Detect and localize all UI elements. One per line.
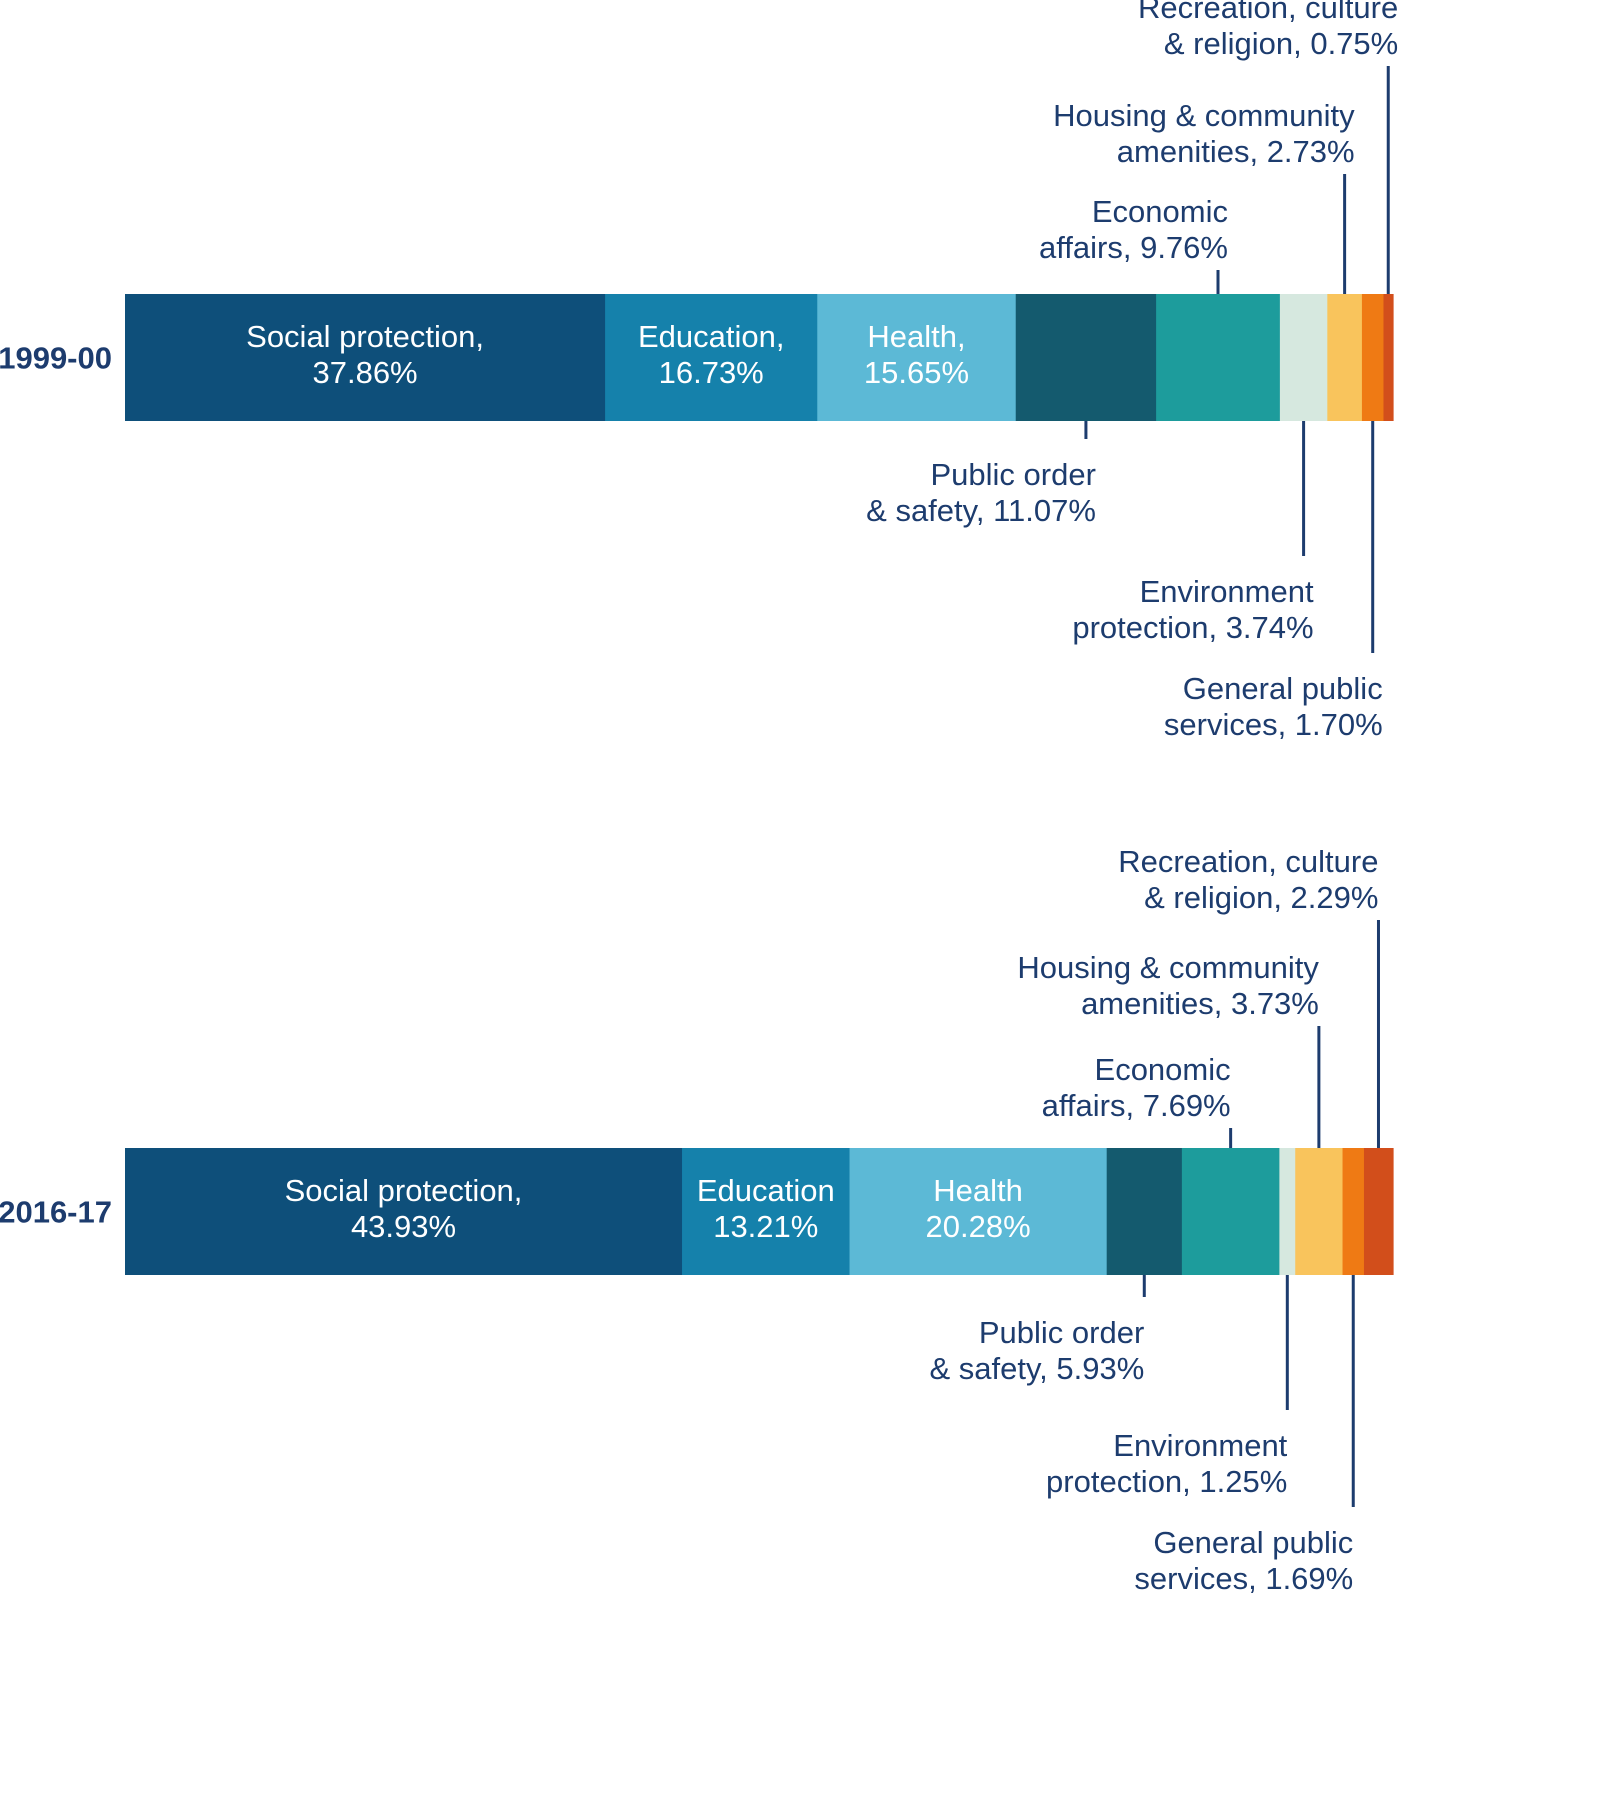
- category-label: 1999-00: [0, 341, 112, 376]
- segment-label: Health 20.28%: [926, 1173, 1031, 1244]
- bar-segment-public-order-and-safety: [1106, 1148, 1183, 1275]
- segment-label: Economic affairs, 7.69%: [1042, 1052, 1231, 1123]
- segment-label: Education 13.21%: [697, 1173, 835, 1244]
- segment-label: General public services, 1.70%: [1164, 671, 1383, 742]
- bar-segment-recreation-culture-and-religion: [1363, 1148, 1394, 1275]
- segment-label: Health, 15.65%: [864, 319, 969, 390]
- segment-label: Public order & safety, 11.07%: [866, 457, 1096, 528]
- bar-segment-economic-affairs: [1156, 294, 1281, 421]
- segment-label: Recreation, culture & religion, 2.29%: [1118, 844, 1378, 915]
- bar-segment-recreation-culture-and-religion: [1383, 294, 1394, 421]
- bar-segment-public-order-and-safety: [1015, 294, 1157, 421]
- segment-label: Social protection, 37.86%: [246, 319, 484, 390]
- bar-group-1999-00: 1999-00 Social protection, 37.86% Education…: [0, 0, 1398, 742]
- bar-segment-environment-protection: [1279, 294, 1328, 421]
- bar-segment-social-protection: [125, 1148, 683, 1275]
- segment-label: Economic affairs, 9.76%: [1039, 194, 1228, 265]
- bar-segment-education: [682, 1148, 851, 1275]
- segment-label: Public order & safety, 5.93%: [929, 1315, 1144, 1386]
- segment-label: Social protection, 43.93%: [285, 1173, 523, 1244]
- segment-label: Environment protection, 1.25%: [1046, 1428, 1288, 1499]
- bar-group-2016-17: 2016-17 Social protection, 43.93% Education…: [0, 844, 1394, 1596]
- bar-segment-health: [817, 294, 1017, 421]
- segment-label: General public services, 1.69%: [1134, 1525, 1353, 1596]
- bar-segment-education: [605, 294, 818, 421]
- bar-segment-health: [849, 1148, 1108, 1275]
- bar-segment-economic-affairs: [1181, 1148, 1280, 1275]
- segment-label: Recreation, culture & religion, 0.75%: [1138, 0, 1398, 61]
- bar-segment-environment-protection: [1279, 1148, 1296, 1275]
- bar-segment-general-public-services: [1342, 1148, 1365, 1275]
- bar-segment-housing-and-community-amenities: [1295, 1148, 1344, 1275]
- segment-label: Housing & community amenities, 2.73%: [1053, 98, 1355, 169]
- bar-segment-general-public-services: [1361, 294, 1385, 421]
- bar-segment-housing-and-community-amenities: [1327, 294, 1363, 421]
- bar-segment-social-protection: [125, 294, 606, 421]
- category-label: 2016-17: [0, 1195, 112, 1230]
- segment-label: Education, 16.73%: [638, 319, 785, 390]
- segment-label: Environment protection, 3.74%: [1072, 574, 1314, 645]
- segment-label: Housing & community amenities, 3.73%: [1017, 950, 1319, 1021]
